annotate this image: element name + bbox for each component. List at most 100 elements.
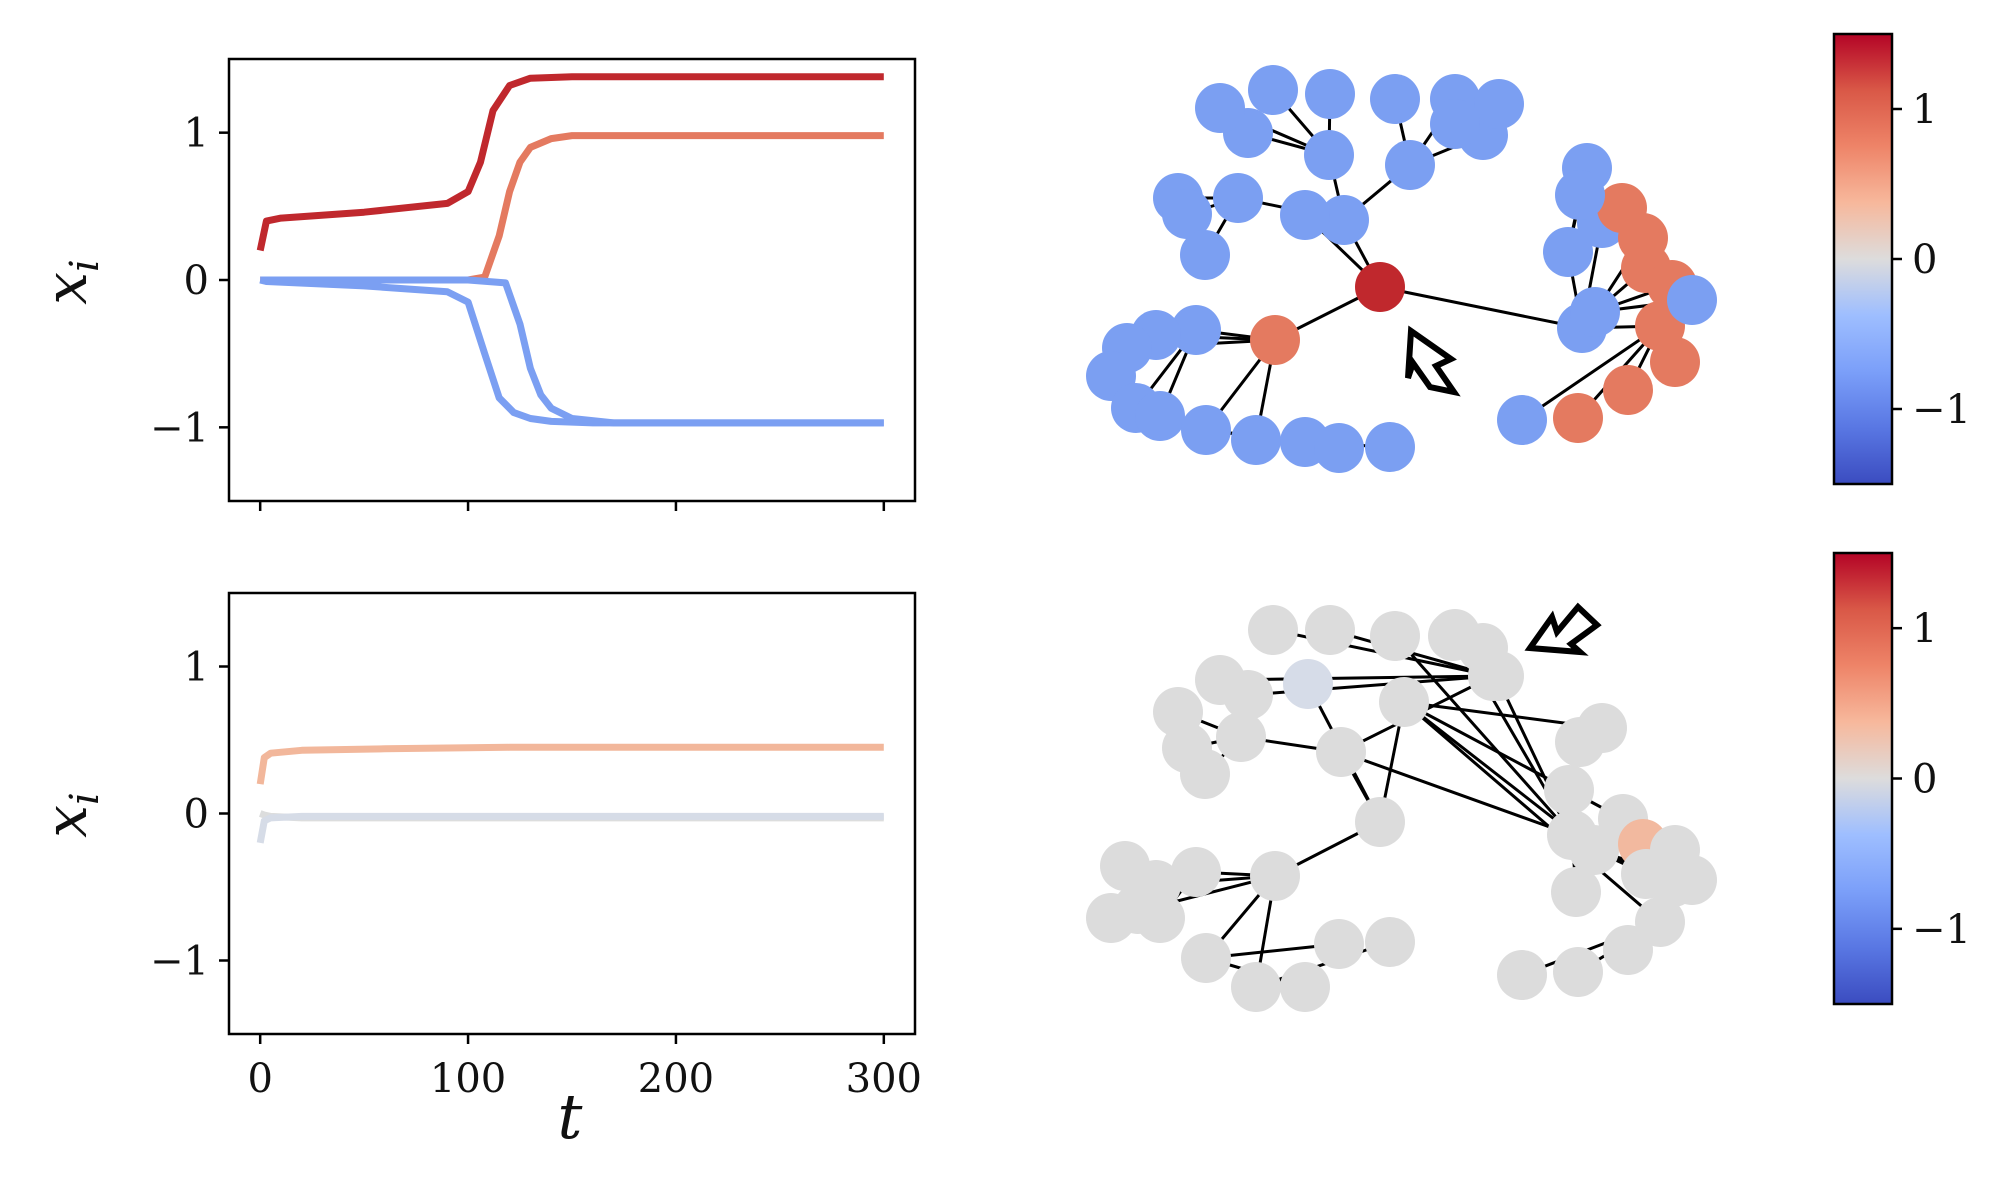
bottom-network-node (1280, 962, 1330, 1012)
top-network-node (1474, 79, 1524, 129)
top-colorbar-ticks: −1 0 1 (1892, 87, 1971, 433)
bottom-network-node (1283, 659, 1333, 709)
bottom-y-tick-label: 1 (184, 645, 209, 691)
top-network-node (1555, 170, 1605, 220)
top-network-node (1667, 275, 1717, 325)
bottom-network-edge (1340, 750, 1573, 837)
bottom-network-node (1231, 962, 1281, 1012)
bottom-network-edge (1403, 700, 1570, 792)
bottom-network-edge (1403, 700, 1661, 924)
bottom-x-tick-label: 300 (846, 1056, 922, 1102)
top-network-edge (1521, 324, 1661, 422)
bottom-y-tick-label: −1 (150, 939, 209, 985)
bottom-network-node (1428, 611, 1478, 661)
top-network-node (1135, 391, 1185, 441)
top-network-node (1181, 405, 1231, 455)
top-network-node (1570, 287, 1620, 337)
bottom-colorbar-ticks: −1 0 1 (1892, 606, 1971, 953)
top-colorbar-tick-label: −1 (1912, 387, 1971, 433)
top-network-node (1543, 227, 1593, 277)
bottom-network-node (1370, 611, 1420, 661)
bottom-network-node (1365, 917, 1415, 967)
top-network-node (1370, 74, 1420, 124)
top-network-node (1195, 83, 1245, 133)
bottom-network-node (1316, 727, 1366, 777)
top-network-node (1280, 190, 1330, 240)
bottom-network-node (1497, 950, 1547, 1000)
top-network-node (1603, 365, 1653, 415)
bottom-series-line-1 (256, 743, 884, 785)
top-network-node (1319, 195, 1369, 245)
top-network-node (1250, 315, 1300, 365)
bottom-network-nodes (1086, 605, 1717, 1012)
bottom-network-node (1474, 651, 1524, 701)
top-network-node (1385, 140, 1435, 190)
bottom-series-line-3 (256, 812, 884, 844)
bottom-network-node (1135, 893, 1185, 943)
bottom-network-node (1355, 797, 1405, 847)
top-series-lines (256, 73, 884, 427)
bottom-network-node (1171, 847, 1221, 897)
top-network-nodes (1086, 65, 1717, 473)
top-line-panel: −1 0 1 xi (32, 57, 917, 511)
top-network-node (1430, 99, 1480, 149)
bottom-network-node (1379, 677, 1429, 727)
bottom-network-node (1216, 712, 1266, 762)
bottom-network-arrow-icon (1524, 602, 1602, 656)
top-series-line-1 (256, 73, 884, 252)
top-network-node (1553, 393, 1603, 443)
top-colorbar-tick-label: 1 (1912, 87, 1937, 133)
bottom-axes-ticks: −1 0 1 0 100 200 300 (150, 645, 922, 1103)
bottom-network-node (1181, 933, 1231, 983)
bottom-x-tick-label: 100 (430, 1056, 506, 1102)
bottom-network-node (1667, 855, 1717, 905)
top-network-node (1231, 415, 1281, 465)
top-colorbar-tick-label: 0 (1912, 237, 1937, 283)
bottom-colorbar: −1 0 1 (1832, 551, 1971, 1006)
bottom-network (1086, 602, 1717, 1012)
top-series-line-3 (259, 276, 884, 427)
bottom-x-tick-label: 200 (638, 1056, 714, 1102)
bottom-colorbar-tick-label: −1 (1912, 907, 1971, 953)
top-network-arrow-icon (1405, 325, 1461, 397)
bottom-y-axis-label: xi (32, 792, 108, 838)
top-network-node (1304, 130, 1354, 180)
top-y-axis-label: xi (32, 259, 108, 305)
bottom-network-node (1250, 851, 1300, 901)
top-y-tick-label: 1 (184, 111, 209, 157)
bottom-network-node (1195, 655, 1245, 705)
bottom-x-axis-label: t (558, 1080, 583, 1153)
bottom-network-node (1555, 717, 1605, 767)
top-network (1086, 65, 1717, 473)
top-network-node (1314, 423, 1364, 473)
top-network-node (1497, 395, 1547, 445)
top-network-edge (1379, 285, 1583, 330)
top-series-line-4 (260, 276, 884, 427)
top-series-line-2 (260, 132, 884, 284)
top-network-node (1213, 173, 1263, 223)
top-network-node (1650, 337, 1700, 387)
top-network-node (1355, 262, 1405, 312)
top-network-node (1180, 230, 1230, 280)
bottom-x-tick-label: 0 (247, 1056, 272, 1102)
top-y-tick-label: 0 (184, 258, 209, 304)
top-axes-ticks: −1 0 1 (150, 111, 886, 511)
bottom-network-node (1248, 605, 1298, 655)
bottom-network-edge (1393, 635, 1574, 836)
bottom-network-node (1100, 841, 1150, 891)
bottom-y-tick-label: 0 (184, 792, 209, 838)
bottom-series-lines (256, 743, 884, 844)
top-y-tick-label: −1 (150, 405, 209, 451)
top-colorbar: −1 0 1 (1832, 32, 1971, 486)
top-network-node (1365, 422, 1415, 472)
bottom-colorbar-tick-label: 0 (1912, 757, 1937, 803)
bottom-network-node (1180, 749, 1230, 799)
bottom-network-node (1544, 765, 1594, 815)
bottom-network-node (1553, 947, 1603, 997)
bottom-network-node (1603, 925, 1653, 975)
top-colorbar-gradient (1832, 32, 1894, 486)
top-network-node (1248, 65, 1298, 115)
bottom-line-panel: −1 0 1 0 100 200 300 xi t (32, 591, 922, 1153)
bottom-network-node (1551, 867, 1601, 917)
